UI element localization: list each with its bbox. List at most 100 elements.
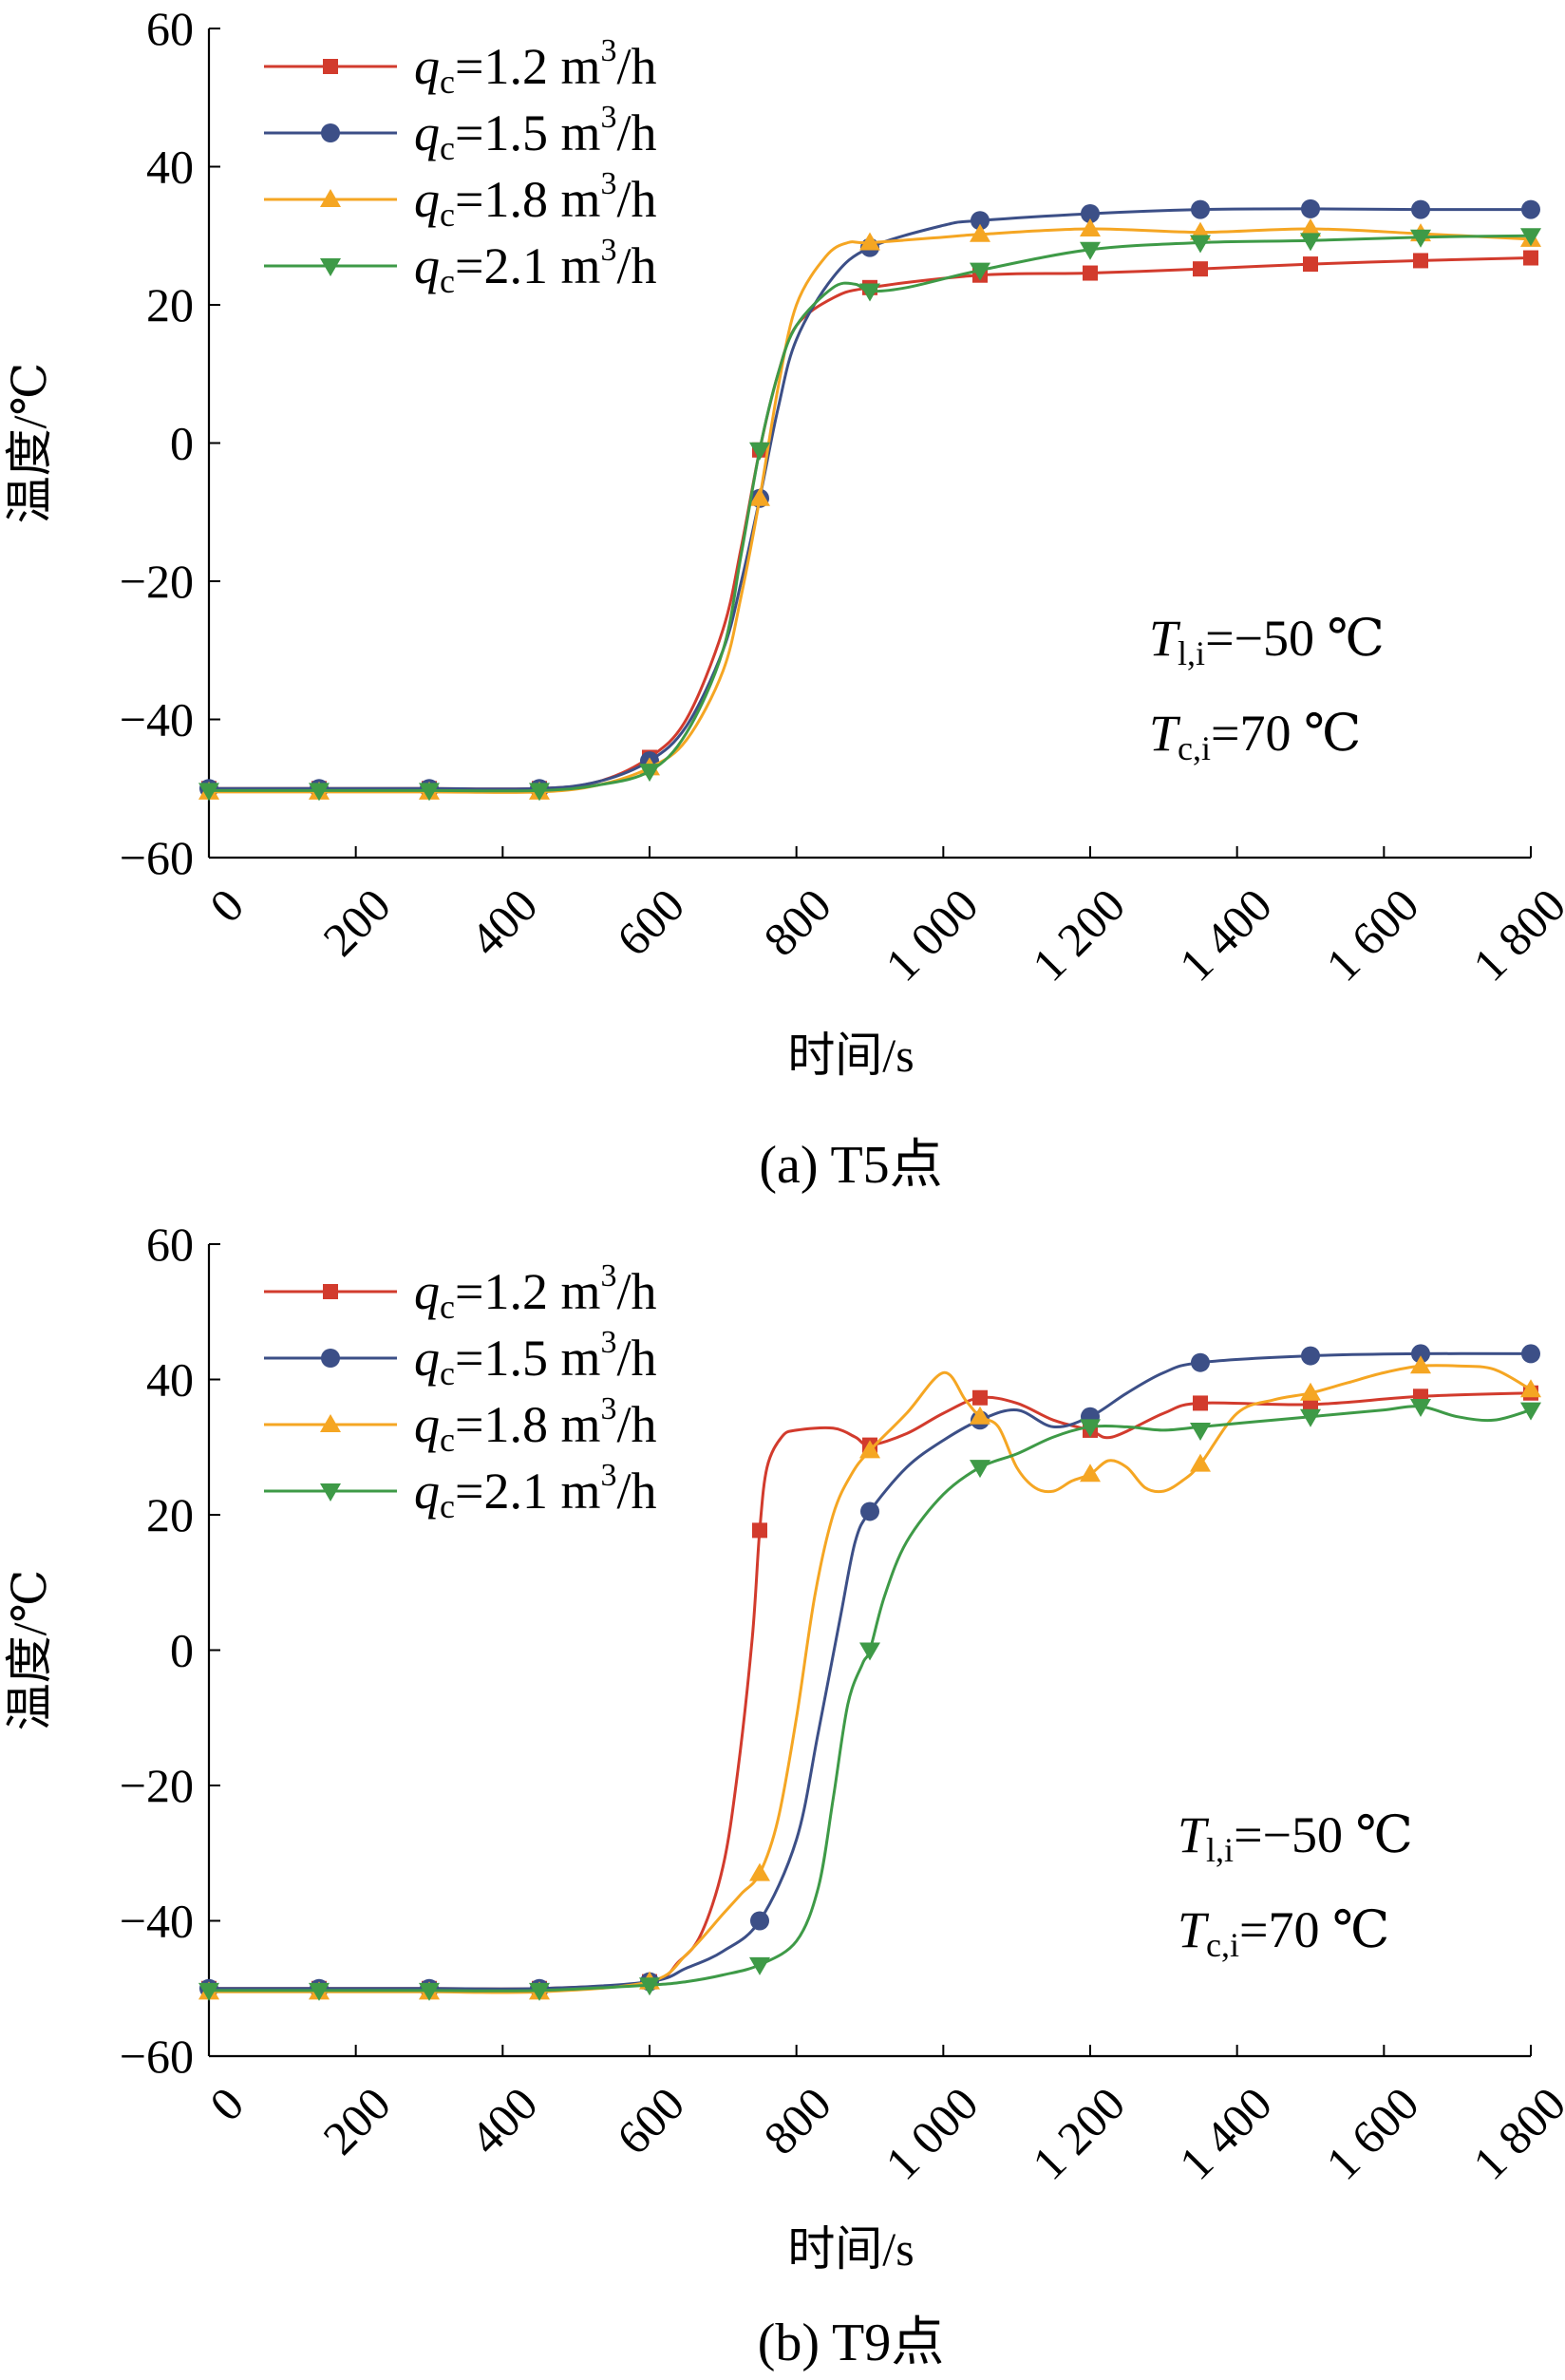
legend-marker [323,59,338,74]
data-point [1303,1396,1318,1412]
data-point [198,783,219,802]
legend-label: qc=2.1 m3/h [414,1458,656,1525]
x-tick-label: 1 600 [1315,2077,1428,2190]
legend-marker [321,1349,340,1368]
data-point [309,1982,330,2001]
x-tick-label: 1 800 [1462,2077,1565,2190]
legend-entry: qc=2.1 m3/h [264,1458,656,1525]
data-point [970,223,990,242]
data-point [1193,1395,1208,1411]
y-axis-label: 温度/℃ [3,363,56,524]
legend-label: qc=1.8 m3/h [414,1391,656,1459]
x-tick-label: 1 000 [875,878,988,992]
data-point [1190,1422,1211,1441]
series-3 [198,228,1541,802]
x-axis-label: 时间/s [787,2222,914,2276]
data-point [1410,1399,1431,1417]
y-tick-label: −20 [120,1759,194,1812]
y-tick-label: 0 [170,417,194,470]
y-tick-label: 20 [146,278,194,331]
y-tick-label: 60 [146,1218,194,1271]
data-point [1300,217,1321,236]
x-axis-label: 时间/s [787,1029,914,1082]
data-point [859,232,880,251]
data-point [529,1982,550,2001]
data-point [1081,203,1100,223]
legend: qc=1.2 m3/hqc=1.5 m3/hqc=1.8 m3/hqc=2.1 … [264,33,656,300]
y-tick-label: 0 [170,1624,194,1677]
data-point [639,764,660,783]
legend-marker [320,1414,341,1432]
data-point [639,1977,660,1996]
legend-label: qc=1.5 m3/h [414,100,656,167]
legend-label: qc=1.2 m3/h [414,1258,656,1326]
y-tick-label: 20 [146,1488,194,1541]
y-tick-label: −20 [120,555,194,608]
condition-annotation: Tl,i=−50 ℃ [1178,1806,1413,1869]
legend-marker [320,1483,341,1502]
data-point [1520,1379,1541,1398]
legend-label: qc=1.8 m3/h [414,166,656,234]
data-point [1300,233,1321,252]
data-point [749,487,770,506]
legend-entry: qc=1.2 m3/h [264,33,656,101]
x-tick-label: 1 800 [1462,878,1565,992]
x-tick-label: 1 200 [1022,878,1135,992]
data-point [1521,1344,1540,1364]
series-line [209,234,1532,793]
condition-annotation: Tl,i=−50 ℃ [1149,610,1385,672]
condition-annotation: Tc,i=70 ℃ [1149,705,1361,767]
legend-marker [320,189,341,207]
x-tick-label: 1 400 [1169,878,1282,992]
figure-caption: (a) T5点 [759,1136,942,1195]
data-point [1520,1402,1541,1421]
data-point [1303,256,1318,273]
data-point [970,262,990,281]
figure-caption: (b) T9点 [758,2314,945,2372]
data-point [1520,228,1541,247]
data-point [970,1406,990,1425]
data-point [309,783,330,802]
data-point [750,1911,769,1931]
legend: qc=1.2 m3/hqc=1.5 m3/hqc=1.8 m3/hqc=2.1 … [264,1258,656,1525]
data-point [1410,229,1431,248]
x-tick-label: 1 400 [1169,2077,1282,2190]
data-point [749,442,770,461]
data-point [1080,1464,1101,1483]
data-point [1301,198,1320,218]
data-point [1080,1419,1101,1438]
data-point [860,1502,879,1521]
legend-entry: qc=2.1 m3/h [264,233,656,300]
data-point [419,1982,440,2001]
data-point [749,1862,770,1881]
data-point [1193,261,1208,277]
legend-label: qc=1.2 m3/h [414,33,656,101]
series-line [209,1351,1532,1991]
legend-entry: qc=1.5 m3/h [264,100,656,167]
data-point [1080,241,1101,260]
x-tick-label: 800 [753,2077,841,2165]
x-tick-label: 600 [607,2077,695,2165]
y-tick-label: −60 [120,2030,194,2083]
x-tick-label: 800 [753,878,841,967]
data-point [529,783,550,802]
x-tick-label: 400 [460,2077,548,2165]
data-point [749,1956,770,1975]
data-point [970,1460,990,1479]
data-point [1300,1382,1321,1401]
y-tick-label: −40 [120,693,194,746]
data-point [198,1982,219,2001]
x-tick-label: 1 000 [875,2077,988,2190]
data-point [1411,199,1430,219]
y-tick-label: 40 [146,1353,194,1407]
legend-entry: qc=1.8 m3/h [264,166,656,234]
data-point [1301,1346,1320,1366]
data-point [972,1389,988,1406]
data-point [1080,217,1101,236]
legend-entry: qc=1.2 m3/h [264,1258,656,1326]
data-point [859,283,880,302]
y-axis-label: 温度/℃ [3,1570,56,1731]
